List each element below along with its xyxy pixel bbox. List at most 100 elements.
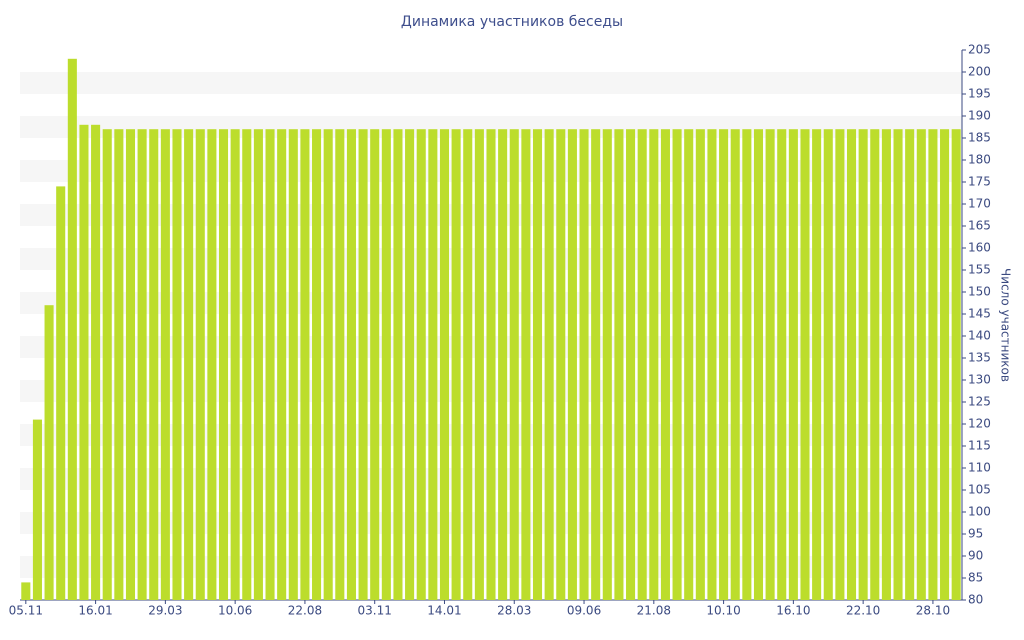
bar <box>940 129 950 600</box>
bar <box>474 129 484 600</box>
y-tick-label: 170 <box>968 197 991 211</box>
bar <box>637 129 647 600</box>
bar <box>218 129 229 600</box>
x-tick-label: 10.10 <box>706 604 740 618</box>
bar <box>242 129 252 600</box>
x-tick-label: 10.06 <box>218 604 252 618</box>
bar <box>707 129 717 600</box>
bar <box>823 129 833 600</box>
bar <box>416 129 426 600</box>
x-tick-label: 22.10 <box>846 604 880 618</box>
x-tick-label: 28.03 <box>497 604 531 618</box>
y-tick-label: 130 <box>968 373 991 387</box>
bar <box>393 129 403 600</box>
y-tick-label: 90 <box>968 549 983 563</box>
bar <box>765 129 775 600</box>
y-tick-label: 115 <box>968 439 991 453</box>
y-tick-label: 190 <box>968 109 991 123</box>
bar <box>742 129 752 600</box>
x-tick-label: 09.06 <box>567 604 601 618</box>
bar <box>858 129 868 600</box>
y-axis-label: Число участников <box>999 268 1013 382</box>
bar <box>544 129 554 600</box>
y-tick-label: 155 <box>968 263 991 277</box>
bar <box>521 129 531 600</box>
y-tick-label: 160 <box>968 241 991 255</box>
bar <box>114 129 124 600</box>
bar <box>626 129 636 600</box>
bar <box>893 129 903 600</box>
y-tick-label: 150 <box>968 285 991 299</box>
bar <box>56 186 66 600</box>
y-tick-label: 165 <box>968 219 991 233</box>
bar <box>277 129 287 600</box>
x-tick-label: 05.11 <box>9 604 43 618</box>
y-tick-label: 80 <box>968 593 983 607</box>
x-tick-label: 28.10 <box>916 604 950 618</box>
bar <box>928 129 938 600</box>
bar <box>79 124 89 601</box>
bar <box>439 129 450 600</box>
y-tick-label: 125 <box>968 395 991 409</box>
bar <box>21 582 31 600</box>
x-tick-label: 16.01 <box>78 604 112 618</box>
bar <box>184 129 194 600</box>
bar <box>381 129 391 600</box>
bar <box>881 129 891 600</box>
bar <box>660 129 670 600</box>
bar <box>509 129 519 600</box>
y-tick-label: 105 <box>968 483 991 497</box>
bar <box>358 129 368 600</box>
bar <box>102 129 112 600</box>
bar <box>579 129 589 600</box>
bar <box>32 419 42 600</box>
bar <box>91 124 101 601</box>
x-tick-label: 29.03 <box>148 604 182 618</box>
y-tick-label: 200 <box>968 65 991 79</box>
bar <box>532 129 543 600</box>
bar <box>684 129 694 600</box>
y-tick-label: 135 <box>968 351 991 365</box>
bar <box>137 129 147 600</box>
bar <box>207 129 217 600</box>
x-tick-label: 16.10 <box>776 604 810 618</box>
bar <box>405 129 415 600</box>
bar <box>335 129 345 600</box>
y-tick-label: 195 <box>968 87 991 101</box>
y-tick-label: 185 <box>968 131 991 145</box>
bar <box>672 129 682 600</box>
bar <box>323 129 333 600</box>
bar <box>312 129 322 600</box>
bar <box>230 129 240 600</box>
bar <box>905 129 915 600</box>
y-tick-label: 95 <box>968 527 983 541</box>
bar <box>300 129 310 600</box>
bar <box>753 129 764 600</box>
bar <box>777 129 787 600</box>
y-tick-label: 120 <box>968 417 991 431</box>
bar <box>730 129 740 600</box>
bar <box>149 129 159 600</box>
bar <box>486 129 496 600</box>
bar <box>498 129 508 600</box>
bar <box>951 129 961 600</box>
y-tick-label: 100 <box>968 505 991 519</box>
bar <box>253 129 263 600</box>
chart-title: Динамика участников беседы <box>401 14 623 30</box>
bar <box>67 58 77 601</box>
y-tick-label: 110 <box>968 461 991 475</box>
bar <box>719 129 729 600</box>
y-tick-label: 145 <box>968 307 991 321</box>
bar <box>916 129 926 600</box>
bar <box>451 129 461 600</box>
bar <box>428 129 438 600</box>
x-tick-label: 22.08 <box>288 604 322 618</box>
bar <box>695 129 705 600</box>
bar <box>556 129 566 600</box>
bar <box>370 129 380 600</box>
bar <box>265 129 275 600</box>
bar <box>812 129 822 600</box>
bar <box>846 129 857 600</box>
bar <box>195 129 205 600</box>
